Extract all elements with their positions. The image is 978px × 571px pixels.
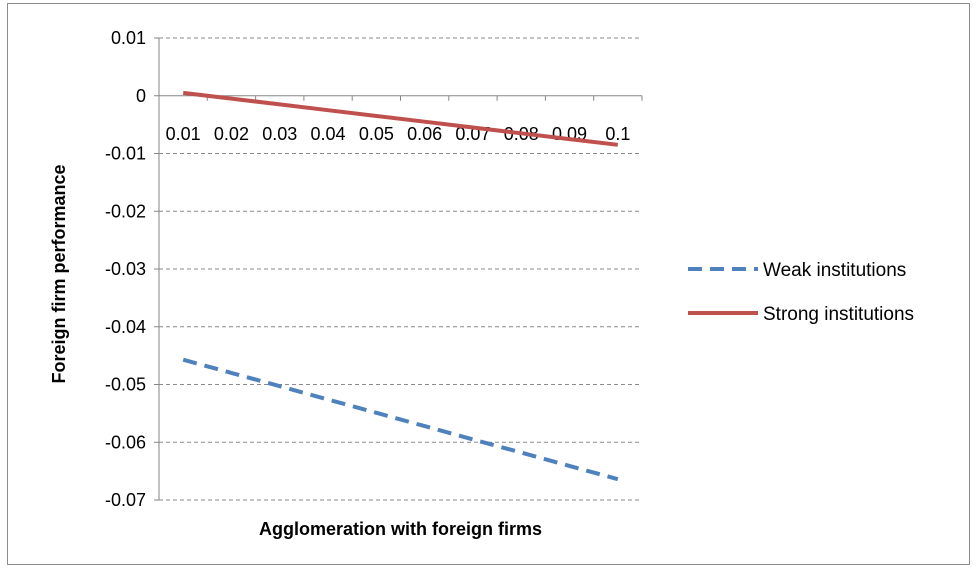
y-tick-label: -0.02 — [105, 201, 146, 221]
x-tick-label: 0.04 — [311, 124, 346, 144]
x-tick-label: 0.06 — [407, 124, 442, 144]
series-lines — [182, 90, 619, 482]
x-tick-label: 0.02 — [214, 124, 249, 144]
legend-label: Strong institutions — [763, 304, 914, 325]
y-axis-title: Foreign firm performance — [49, 164, 69, 383]
y-tick-label: 0 — [136, 86, 146, 106]
y-tick-label: -0.07 — [105, 490, 146, 510]
y-tick-label: -0.03 — [105, 259, 146, 279]
legend-label: Weak institutions — [763, 260, 906, 281]
series-line-weak-institutions — [182, 357, 619, 482]
series-line-strong-institutions — [182, 90, 619, 147]
x-tick-label: 0.03 — [262, 124, 297, 144]
axes — [154, 37, 643, 501]
y-tick-label: 0.01 — [111, 28, 146, 48]
x-axis-title: Agglomeration with foreign firms — [259, 519, 542, 539]
x-tick-labels: 0.01 0.02 0.03 0.04 0.05 0.06 0.07 0.08 0.09 0.1 — [166, 124, 631, 144]
x-tick-label: 0.01 — [166, 124, 201, 144]
y-tick-label: -0.04 — [105, 317, 146, 337]
y-tick-label: -0.06 — [105, 432, 146, 452]
gridlines — [159, 37, 642, 501]
y-tick-label: -0.01 — [105, 144, 146, 164]
y-tick-label: -0.05 — [105, 375, 146, 395]
y-tick-labels: 0.01 0 -0.01 -0.02 -0.03 -0.04 -0.05 -0.06 -0.07 — [105, 28, 146, 510]
line-chart: 0.01 0 -0.01 -0.02 -0.03 -0.04 -0.05 -0.06 -0.07… — [49, 28, 914, 539]
x-tick-label: 0.05 — [359, 124, 394, 144]
x-tick-label: 0.1 — [605, 124, 630, 144]
legend: Weak institutions Strong institutions — [688, 260, 914, 325]
chart-frame: 0.01 0 -0.01 -0.02 -0.03 -0.04 -0.05 -0.06 -0.07… — [7, 3, 970, 565]
